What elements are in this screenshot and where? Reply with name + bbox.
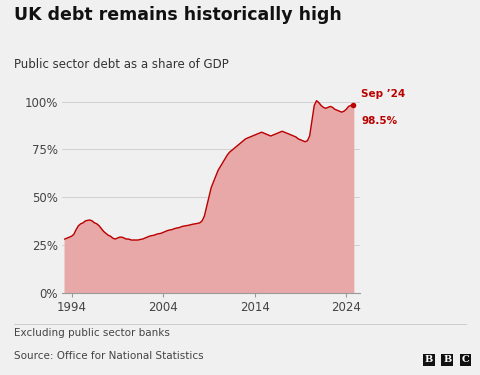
Text: B: B [425,356,433,364]
Text: 98.5%: 98.5% [361,116,397,126]
Text: Source: Office for National Statistics: Source: Office for National Statistics [14,351,204,361]
Text: C: C [462,356,469,364]
Text: Public sector debt as a share of GDP: Public sector debt as a share of GDP [14,58,229,71]
Text: B: B [443,356,452,364]
Text: Sep ’24: Sep ’24 [361,89,406,99]
Text: Excluding public sector banks: Excluding public sector banks [14,328,170,338]
Text: UK debt remains historically high: UK debt remains historically high [14,6,342,24]
